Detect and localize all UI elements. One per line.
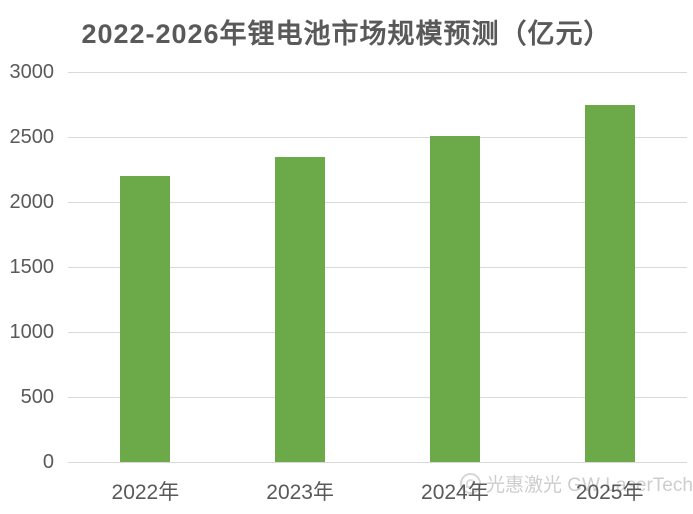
y-axis-tick-label: 2000 (9, 191, 55, 213)
bar-2025年 (584, 104, 635, 462)
gridline-y-2000 (68, 202, 687, 203)
y-axis-tick-label: 0 (42, 451, 54, 473)
gridline-y-500 (68, 397, 687, 398)
gridline-y-2500 (68, 137, 687, 138)
bar-2024年 (429, 135, 480, 462)
y-axis-tick-label: 2500 (9, 126, 55, 148)
x-axis-tick-label: 2024年 (421, 481, 489, 504)
bar-2023年 (275, 156, 326, 462)
y-axis-tick-label: 1500 (9, 256, 55, 278)
gridline-y-0 (68, 462, 687, 463)
x-axis-tick-label: 2022年 (111, 481, 180, 504)
plot-area: 0 500 1000 1500 2000 2500 3000 (10, 62, 687, 472)
bar-2022年 (120, 176, 171, 462)
x-axis-tick-label: 2025年 (575, 481, 644, 504)
chart-title: 2022-2026年锂电池市场规模预测（亿元） (81, 19, 612, 49)
y-axis-tick-label: 500 (20, 386, 54, 408)
gridline-y-1500 (68, 267, 687, 268)
y-axis-tick-label: 1000 (9, 321, 55, 343)
gridline-y-3000 (68, 72, 687, 73)
gridline-y-1000 (68, 332, 687, 333)
y-axis-tick-label: 3000 (9, 61, 55, 83)
x-axis-tick-label: 2023年 (266, 481, 334, 504)
